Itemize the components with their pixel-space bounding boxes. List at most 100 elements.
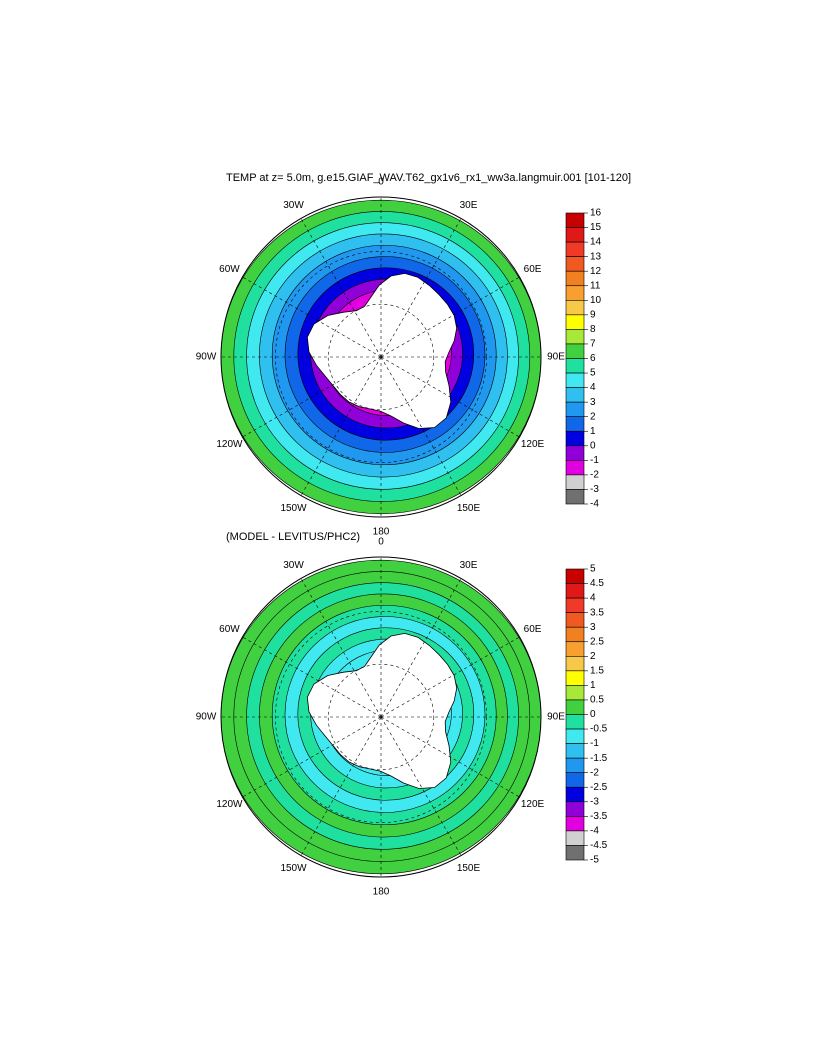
- colorbar-box: [565, 270, 585, 287]
- map: [221, 557, 541, 877]
- meridian: [380, 716, 462, 856]
- colorbar-label: -4.5: [590, 840, 608, 851]
- meridian: [380, 276, 520, 358]
- colorbar-box: [565, 568, 585, 584]
- colorbar-label: 4: [590, 593, 596, 604]
- colorbar-label: -3.5: [590, 811, 608, 822]
- colorbar-box: [565, 612, 585, 628]
- colorbar-box: [565, 343, 585, 359]
- lon-label: 150W: [280, 863, 307, 874]
- lon-label: 150E: [457, 503, 481, 514]
- meridian: [300, 578, 382, 718]
- colorbar-label: 5: [590, 564, 596, 575]
- colorbar-box: [565, 830, 585, 846]
- lon-label: 0: [378, 177, 384, 188]
- colorbar-label: 7: [590, 339, 596, 350]
- colorbar-label: -1: [590, 738, 599, 749]
- colorbar-box: [565, 387, 585, 403]
- colorbar-label: 3: [590, 622, 596, 633]
- graticule: [275, 251, 487, 463]
- meridian: [300, 356, 382, 496]
- meridian: [242, 276, 382, 358]
- colorbar-box: [565, 786, 585, 803]
- graticule: [327, 663, 435, 771]
- colorbar-box: [565, 757, 585, 774]
- colorbar-label: -2.5: [590, 782, 608, 793]
- colorbar-label: -5: [590, 855, 599, 866]
- lon-label: 60E: [524, 624, 542, 635]
- colorbar-box: [565, 227, 585, 243]
- lon-label: 150E: [457, 863, 481, 874]
- lon-label: 90W: [196, 352, 217, 363]
- colorbar-box: [565, 474, 585, 490]
- lon-label: 60E: [524, 264, 542, 275]
- colorbar-label: 3.5: [590, 607, 604, 618]
- antarctica: [306, 632, 458, 789]
- lon-label: 30E: [460, 200, 478, 211]
- colorbar-box: [565, 314, 585, 330]
- lon-label: 120E: [521, 799, 545, 810]
- colorbar-box: [565, 655, 585, 672]
- meridian: [380, 356, 462, 496]
- colorbar-box: [565, 699, 585, 715]
- colorbar-label: -3: [590, 796, 599, 807]
- colorbar-label: 12: [590, 266, 602, 277]
- lon-label: 150W: [280, 503, 307, 514]
- colorbar-box: [565, 358, 585, 374]
- meridian: [380, 356, 520, 438]
- colorbar-label: 8: [590, 324, 596, 335]
- colorbar-label: -2: [590, 470, 599, 481]
- colorbar-box: [565, 256, 585, 272]
- colorbar-label: -1.5: [590, 753, 608, 764]
- colorbar-box: [565, 670, 585, 686]
- colorbar-box: [565, 430, 585, 447]
- panel-title: (MODEL - LEVITUS/PHC2): [226, 531, 360, 543]
- graticule: [327, 303, 435, 411]
- colorbar-label: 4.5: [590, 578, 604, 589]
- colorbar-box: [565, 401, 585, 417]
- lon-label: 120W: [216, 439, 243, 450]
- colorbar-box: [565, 445, 585, 461]
- meridian: [380, 716, 520, 798]
- colorbar-label: 0.5: [590, 695, 604, 706]
- colorbar-box: [565, 772, 585, 788]
- colorbar-box: [565, 597, 585, 613]
- colorbar-label: 14: [590, 237, 602, 248]
- map: [221, 197, 541, 517]
- colorbar-label: 9: [590, 309, 596, 320]
- lon-label: 30W: [283, 200, 304, 211]
- colorbar-box: [565, 299, 585, 316]
- colorbar-box: [565, 460, 585, 476]
- colorbar-box: [565, 801, 585, 817]
- lon-label: 60W: [219, 624, 240, 635]
- colorbar-label: 16: [590, 208, 602, 219]
- meridian: [380, 218, 462, 358]
- lon-label: 90E: [547, 712, 565, 723]
- colorbar-label: 0: [590, 709, 596, 720]
- colorbar-box: [565, 416, 585, 432]
- colorbar-label: 13: [590, 251, 602, 262]
- colorbar-label: 2: [590, 411, 596, 422]
- colorbar-box: [565, 372, 585, 388]
- colorbar-box: [565, 583, 585, 599]
- lon-label: 90E: [547, 352, 565, 363]
- meridian: [300, 218, 382, 358]
- colorbar-box: [565, 743, 585, 759]
- colorbar-box: [565, 212, 585, 228]
- panel-title: TEMP at z= 5.0m, g.e15.GIAF_WAV.T62_gx1v…: [226, 172, 631, 184]
- meridian: [242, 356, 382, 438]
- colorbar-label: -3: [590, 484, 599, 495]
- meridian: [242, 716, 382, 798]
- lon-label: 60W: [219, 264, 240, 275]
- colorbar-box: [565, 241, 585, 257]
- colorbar-box: [565, 641, 585, 657]
- meridian: [242, 636, 382, 718]
- lon-label: 90W: [196, 712, 217, 723]
- lon-label: 180: [373, 527, 390, 538]
- colorbar-label: -4: [590, 499, 599, 510]
- colorbar-label: 3: [590, 397, 596, 408]
- lon-label: 120E: [521, 439, 545, 450]
- colorbar-label: 1.5: [590, 665, 604, 676]
- lon-label: 30E: [460, 560, 478, 571]
